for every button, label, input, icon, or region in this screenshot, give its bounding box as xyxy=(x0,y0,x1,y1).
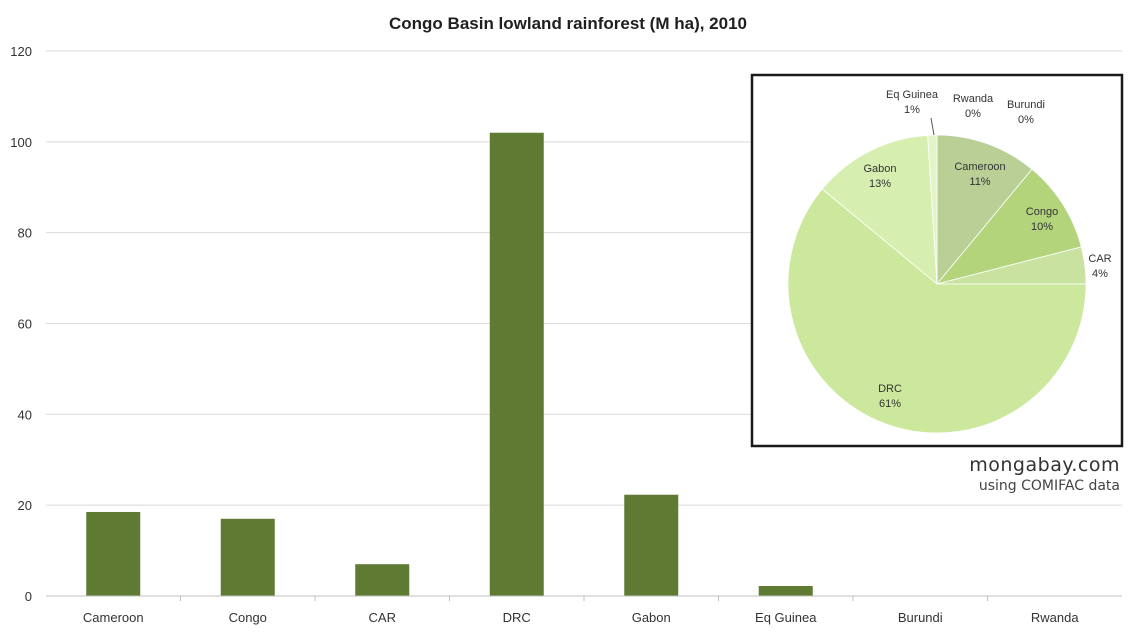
bar xyxy=(758,586,813,596)
y-tick-label: 100 xyxy=(10,135,32,150)
pie-slice-percent: 61% xyxy=(879,398,901,410)
pie-slice-percent: 1% xyxy=(904,104,920,116)
pie-slice-label: Congo xyxy=(1026,206,1058,218)
pie-leader-line xyxy=(930,117,935,136)
bar xyxy=(220,518,275,596)
chart-title: Congo Basin lowland rainforest (M ha), 2… xyxy=(389,14,747,33)
bar xyxy=(86,511,141,596)
x-category-label: Congo xyxy=(229,610,267,625)
y-tick-label: 120 xyxy=(10,44,32,59)
pie-slice-percent: 13% xyxy=(869,178,891,190)
pie-slice-label: DRC xyxy=(878,383,902,395)
pie-slice xyxy=(927,134,938,285)
x-category-label: Gabon xyxy=(632,610,671,625)
bar xyxy=(489,132,544,596)
bar-series xyxy=(86,132,813,596)
pie-slice xyxy=(787,188,1087,434)
pie-slice xyxy=(935,168,1082,285)
x-axis-categories: Cameroon Congo CAR DRC Gabon Eq Guinea Burundi… xyxy=(83,596,1079,625)
pie-slice-percent: 0% xyxy=(965,108,981,120)
bar xyxy=(624,494,679,596)
pie-slice xyxy=(936,134,1033,286)
pie-slice xyxy=(821,134,938,285)
y-tick-label: 80 xyxy=(18,226,32,241)
pie-labels: Cameroon 11% Congo 10% CAR 4% DRC 61% Gabon 13% Eq… xyxy=(863,89,1111,410)
bar xyxy=(355,564,410,596)
x-category-label: DRC xyxy=(503,610,531,625)
pie-inset: Cameroon 11% Congo 10% CAR 4% DRC 61% Gabon 13% Eq… xyxy=(750,73,1124,448)
pie-slice-label: Cameroon xyxy=(954,161,1005,173)
x-category-label: CAR xyxy=(369,610,396,625)
pie-slice-label: Burundi xyxy=(1007,99,1045,111)
pie-slice-percent: 11% xyxy=(969,176,990,188)
y-tick-label: 20 xyxy=(18,498,32,513)
x-category-label: Eq Guinea xyxy=(755,610,817,625)
x-category-label: Rwanda xyxy=(1031,610,1079,625)
x-category-label: Burundi xyxy=(898,610,943,625)
pie-chart xyxy=(787,134,1087,434)
y-tick-label: 40 xyxy=(18,407,32,422)
pie-slice-label: CAR xyxy=(1088,253,1111,265)
y-tick-label: 60 xyxy=(18,317,32,332)
gridlines xyxy=(46,50,1122,506)
pie-slice-percent: 4% xyxy=(1092,268,1108,280)
y-tick-label: 0 xyxy=(25,589,32,604)
x-category-label: Cameroon xyxy=(83,610,144,625)
pie-slice-percent: 0% xyxy=(1018,114,1034,126)
pie-slice-label: Gabon xyxy=(863,163,896,175)
pie-slice-label: Eq Guinea xyxy=(886,89,939,101)
y-axis-ticks: 0 20 40 60 80 100 120 xyxy=(10,44,32,604)
credit-site: mongabay.com xyxy=(969,454,1120,476)
pie-slice-label: Rwanda xyxy=(953,93,994,105)
pie-slice-percent: 10% xyxy=(1031,221,1053,233)
credit-source: using COMIFAC data xyxy=(978,478,1120,494)
